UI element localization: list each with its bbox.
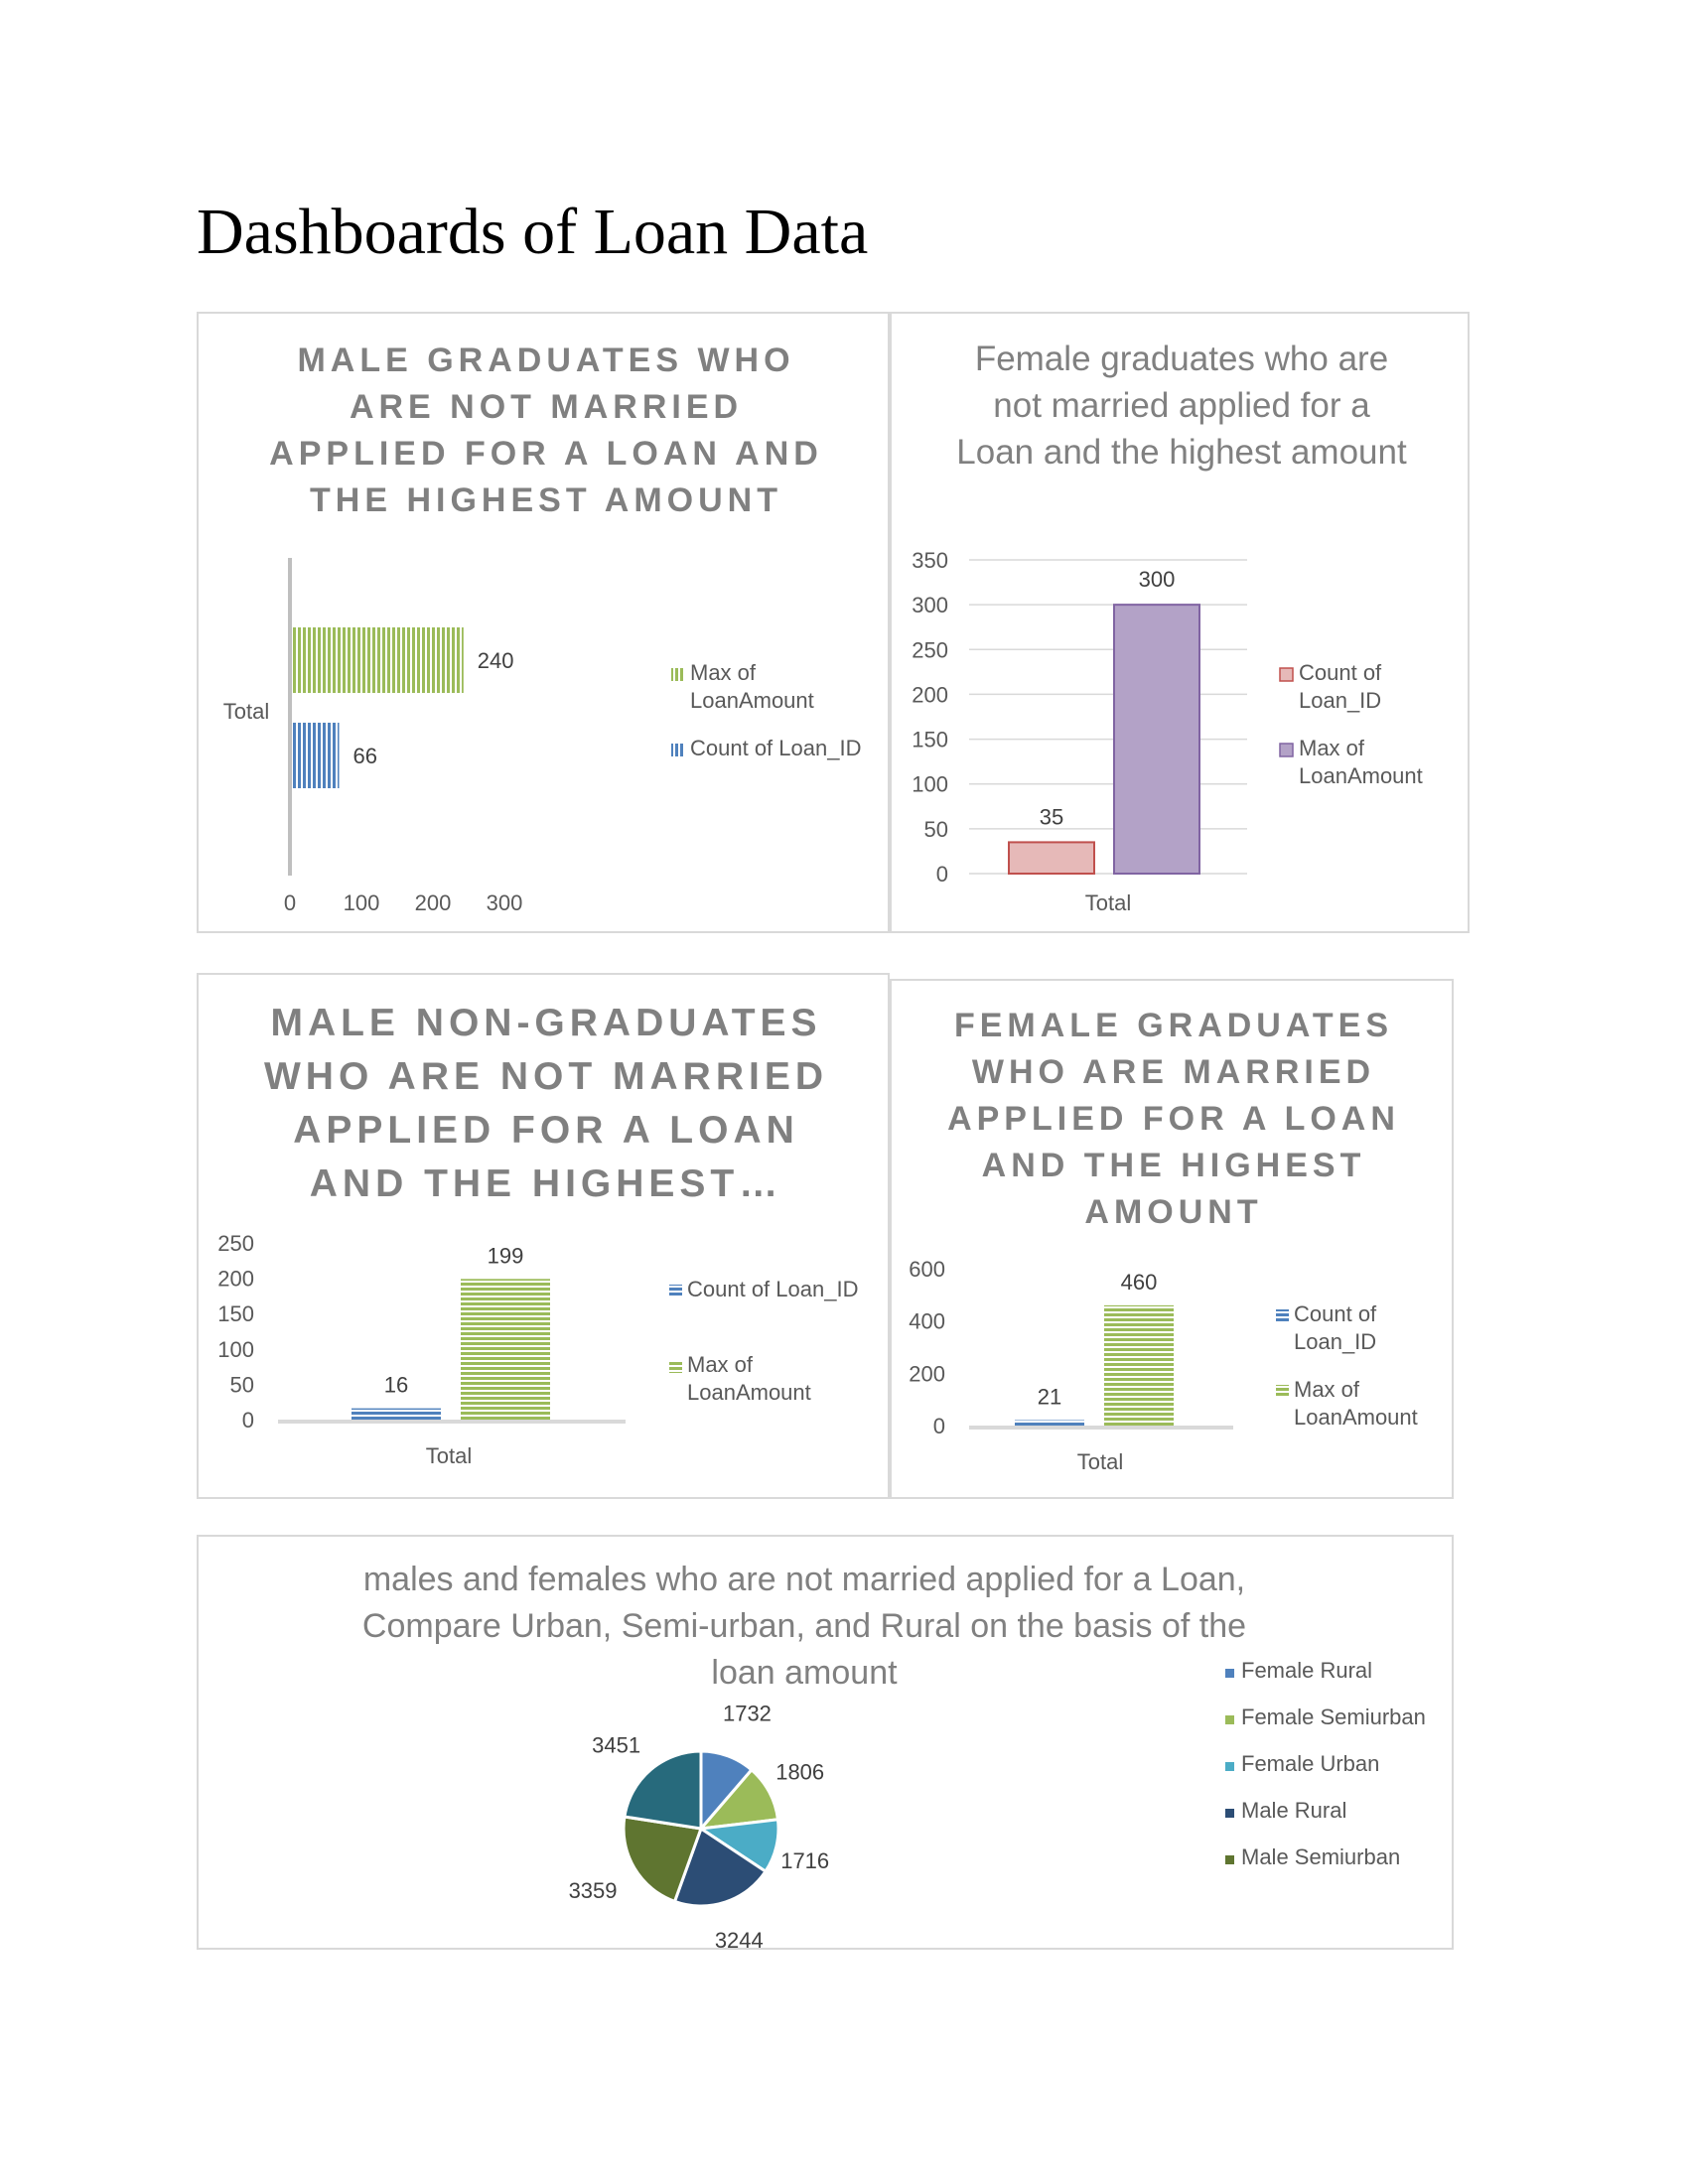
x-tick-label: 300 — [487, 890, 523, 915]
chart-panel-female-graduates-not-married: Female graduates who are not married app… — [890, 312, 1470, 933]
pie-slice — [623, 1749, 703, 1831]
category-label: Total — [223, 699, 269, 724]
legend-swatch — [1276, 1309, 1289, 1322]
legend-swatch — [669, 1285, 682, 1297]
chart-panel-male-graduates-not-married: MALE GRADUATES WHO ARE NOT MARRIED APPLI… — [197, 312, 890, 933]
y-tick-label: 150 — [217, 1301, 254, 1326]
y-tick-label: 0 — [242, 1408, 254, 1433]
legend-label: Max of — [690, 660, 757, 685]
chart-plot: Total 240 66 0 100 200 300 Max of LoanAmount Coun… — [223, 558, 861, 915]
x-tick-label: 100 — [344, 890, 380, 915]
y-tick-label: 250 — [217, 1231, 254, 1256]
data-label: 1732 — [723, 1702, 772, 1726]
data-label: 3359 — [569, 1878, 618, 1903]
legend-swatch — [1225, 1669, 1234, 1678]
data-label: 240 — [478, 648, 514, 673]
data-label: 3451 — [592, 1732, 640, 1757]
chart-plot: 250 200 150 100 50 0 16 199 Total Count of Loan_I… — [217, 1231, 858, 1468]
chart-panel-pie-area-comparison: males and females who are not married ap… — [197, 1535, 1454, 1953]
x-tick-label: 200 — [415, 890, 452, 915]
y-tick-label: 250 — [912, 637, 948, 662]
legend-swatch — [669, 1360, 682, 1373]
legend-swatch — [671, 668, 684, 681]
chart-title: MALE GRADUATES WHO ARE NOT MARRIED APPLI… — [269, 341, 823, 519]
bar — [352, 1408, 441, 1420]
chart-title: FEMALE GRADUATES WHO ARE MARRIED APPLIED… — [947, 1007, 1400, 1231]
page-title: Dashboards of Loan Data — [197, 196, 869, 268]
legend-label: Count of Loan_ID — [687, 1277, 858, 1301]
legend-label: LoanAmount — [1299, 763, 1423, 788]
chart-panel-female-graduates-married: FEMALE GRADUATES WHO ARE MARRIED APPLIED… — [890, 979, 1454, 1499]
chart-panel-male-non-graduates-not-married: MALE NON-GRADUATES WHO ARE NOT MARRIED A… — [197, 973, 890, 1499]
bar — [292, 723, 340, 788]
chart-plot: 600 400 200 0 21 460 Total Count of Loan_ID Max o… — [909, 1257, 1418, 1474]
y-tick-label: 600 — [909, 1257, 945, 1282]
y-tick-label: 300 — [912, 593, 948, 617]
data-label: 460 — [1121, 1270, 1158, 1295]
y-tick-label: 50 — [924, 817, 948, 842]
legend-label: Max of — [687, 1352, 754, 1377]
y-tick-label: 400 — [909, 1309, 945, 1334]
data-label: 16 — [384, 1373, 408, 1398]
legend-label: Loan_ID — [1299, 688, 1381, 713]
chart-title: Female graduates who are not married app… — [956, 340, 1407, 472]
legend-swatch — [1276, 1385, 1289, 1398]
data-label: 3244 — [715, 1928, 764, 1953]
y-tick-label: 100 — [912, 772, 948, 797]
legend-label: Loan_ID — [1294, 1329, 1376, 1354]
category-label: Total — [426, 1443, 472, 1468]
category-label: Total — [1085, 890, 1131, 915]
y-tick-label: 350 — [912, 548, 948, 573]
y-tick-label: 50 — [230, 1372, 254, 1397]
y-tick-label: 200 — [912, 682, 948, 707]
bar — [1113, 604, 1200, 875]
legend-label: LoanAmount — [1294, 1405, 1418, 1430]
legend-label: LoanAmount — [690, 688, 814, 713]
legend-label: Count of — [1294, 1301, 1377, 1326]
chart-plot: 350 300 250 200 150 100 50 0 35 300 Total Count of L… — [912, 548, 1423, 915]
data-label: 1806 — [775, 1760, 824, 1785]
category-label: Total — [1077, 1449, 1123, 1474]
data-label: 199 — [488, 1243, 524, 1268]
data-label: 35 — [1040, 804, 1063, 829]
y-tick-label: 200 — [909, 1361, 945, 1386]
legend-swatch — [1225, 1715, 1234, 1724]
bar — [1104, 1304, 1174, 1426]
bar — [461, 1279, 550, 1420]
chart-title: males and females who are not married ap… — [361, 1561, 1247, 1692]
legend-swatch — [1279, 667, 1294, 682]
legend-label: Male Rural — [1241, 1798, 1346, 1823]
y-tick-label: 150 — [912, 728, 948, 752]
chart-title: MALE NON-GRADUATES WHO ARE NOT MARRIED A… — [263, 1002, 829, 1205]
legend-label: Female Urban — [1241, 1751, 1379, 1776]
legend-swatch — [1225, 1762, 1234, 1771]
legend-swatch — [1225, 1809, 1234, 1818]
legend-swatch — [1279, 743, 1294, 757]
legend-label: Count of Loan_ID — [690, 736, 861, 760]
data-label: 300 — [1139, 567, 1176, 592]
legend-label: Max of — [1299, 736, 1365, 760]
y-tick-label: 0 — [936, 862, 948, 887]
data-label: 21 — [1038, 1384, 1061, 1409]
bar — [1008, 841, 1095, 876]
y-tick-label: 100 — [217, 1337, 254, 1362]
legend-label: Female Semiurban — [1241, 1705, 1426, 1729]
legend-label: Female Rural — [1241, 1658, 1372, 1683]
pie-slice — [622, 1815, 704, 1904]
chart-plot: 1732 1806 1716 3244 3359 3451 Female Rural Fema… — [569, 1658, 1426, 1953]
y-tick-label: 0 — [933, 1414, 945, 1438]
legend-label: Count of — [1299, 660, 1382, 685]
legend-label: Male Semiurban — [1241, 1844, 1400, 1869]
y-tick-label: 200 — [217, 1267, 254, 1292]
pie-slice — [672, 1826, 769, 1908]
legend-label: LoanAmount — [687, 1380, 811, 1405]
data-label: 1716 — [780, 1848, 829, 1873]
legend-swatch — [1225, 1855, 1234, 1864]
bar — [1015, 1420, 1084, 1426]
data-label: 66 — [353, 744, 377, 768]
bar — [292, 627, 464, 693]
legend-label: Max of — [1294, 1377, 1360, 1402]
x-tick-label: 0 — [284, 890, 296, 915]
legend-swatch — [671, 744, 684, 756]
